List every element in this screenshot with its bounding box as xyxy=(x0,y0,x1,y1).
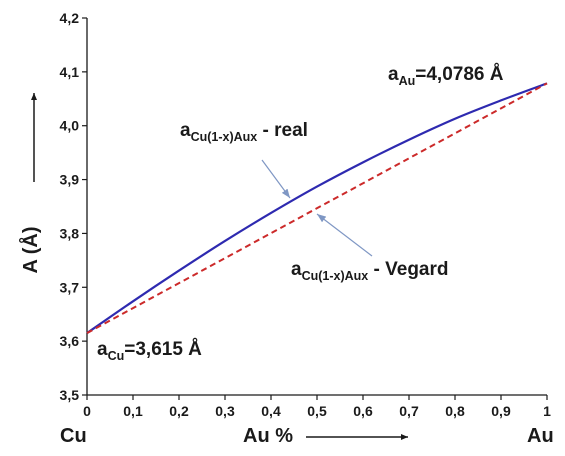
annotation-vegard-line: aCu(1-x)Aux - Vegard xyxy=(291,259,449,283)
annotation-real-curve: aCu(1-x)Aux - real xyxy=(180,120,308,144)
x-tick-label: 0,8 xyxy=(445,403,465,419)
annotation-au-lattice: aAu=4,0786 Å xyxy=(388,64,504,88)
y-tick-label: 3,9 xyxy=(60,172,80,188)
x-tick-label: 0,9 xyxy=(491,403,511,419)
x-tick-label: 0,7 xyxy=(399,403,419,419)
vegard-pointer-arrow xyxy=(316,213,373,257)
x-tick-label: 0,2 xyxy=(169,403,189,419)
y-tick-label: 3,7 xyxy=(60,279,80,295)
x-axis-right-label: Au xyxy=(527,425,554,447)
axis-ticks: 0 0,1 0,2 0,3 0,4 0,5 0,6 0,7 0,8 0,9 1 3,5 3,6 3,7 3,… xyxy=(60,10,552,419)
x-tick-label: 0,1 xyxy=(123,403,143,419)
x-tick-label: 0,4 xyxy=(261,403,281,419)
real-pointer-arrow xyxy=(261,159,291,199)
annotation-cu-lattice: aCu=3,615 Å xyxy=(97,339,202,363)
x-tick-label: 0,5 xyxy=(307,403,327,419)
series-layer xyxy=(86,82,548,334)
y-tick-label: 3,6 xyxy=(60,333,80,349)
x-tick-label: 0 xyxy=(83,403,91,419)
y-tick-label: 4,2 xyxy=(60,10,80,26)
x-tick-label: 0,3 xyxy=(215,403,235,419)
y-tick-label: 3,8 xyxy=(60,225,80,241)
y-tick-label: 4,0 xyxy=(60,118,80,134)
x-axis-label: Au % xyxy=(243,425,293,447)
x-tick-label: 0,6 xyxy=(353,403,373,419)
vegard-line xyxy=(86,82,548,334)
y-axis-label: A (Å) xyxy=(18,226,42,273)
x-axis-left-label: Cu xyxy=(60,425,87,447)
y-tick-label: 4,1 xyxy=(60,64,80,80)
y-tick-label: 3,5 xyxy=(60,387,80,403)
real-curve xyxy=(86,82,548,334)
x-tick-label: 1 xyxy=(543,403,551,419)
